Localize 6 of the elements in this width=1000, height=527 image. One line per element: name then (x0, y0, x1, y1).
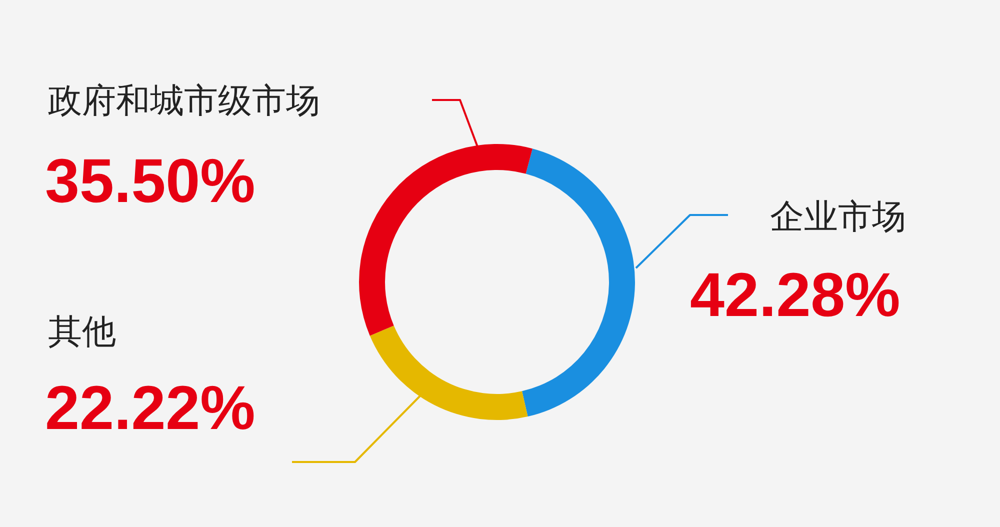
data-label: 35.50% (45, 147, 256, 216)
slice-label: 政府和城市级市场 (48, 81, 320, 121)
slice-label: 企业市场 (770, 197, 906, 237)
data-label: 42.28% (690, 261, 900, 330)
slice-label: 其他 (48, 312, 116, 352)
data-label: 22.22% (45, 374, 256, 443)
